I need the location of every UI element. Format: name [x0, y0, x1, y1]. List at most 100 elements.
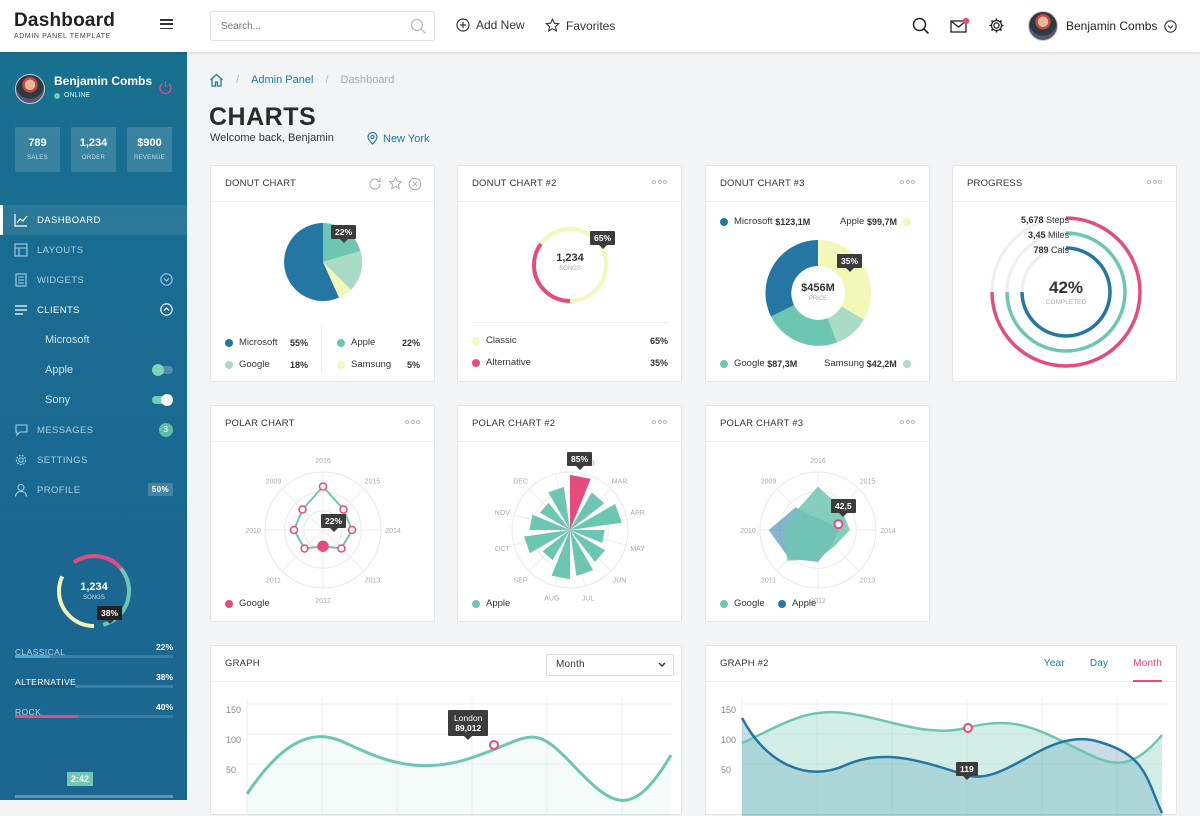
more-icon[interactable]: [404, 420, 420, 424]
stat-value: 1,234: [79, 137, 108, 149]
more-icon[interactable]: [899, 180, 915, 184]
card-title: GRAPH: [225, 658, 260, 669]
more-icon[interactable]: [651, 180, 667, 184]
data-point: [339, 505, 348, 514]
genre-label: CLASSICAL: [15, 647, 66, 657]
layout-icon: [14, 243, 28, 257]
progress-card: PROGRESS 5,678 Steps 3,45 Miles 789 Cals…: [952, 165, 1177, 382]
add-new-button[interactable]: Add New: [456, 18, 525, 32]
card-header: GRAPH Month: [211, 646, 681, 682]
axis-label: 2009: [761, 479, 777, 486]
brand[interactable]: Dashboard ADMIN PANEL TEMPLATE: [14, 10, 115, 40]
breadcrumb-admin-link[interactable]: Admin Panel: [251, 74, 314, 86]
mail-icon[interactable]: [950, 17, 970, 35]
axis-label: APR: [630, 510, 644, 517]
stat-value: $900: [137, 137, 162, 149]
axis-label: 2011: [761, 577, 776, 584]
progress-ring-steps: [990, 216, 1142, 368]
donut-label: PRICE: [808, 296, 828, 302]
star-icon[interactable]: [388, 176, 403, 191]
favorites-button[interactable]: Favorites: [545, 18, 615, 33]
chart-tooltip: 85%: [567, 452, 593, 470]
sidebar-item-messages[interactable]: MESSAGES 3: [0, 415, 187, 445]
sidebar-subitem-apple[interactable]: Apple: [0, 355, 187, 385]
more-icon[interactable]: [1146, 180, 1162, 184]
stat-value: 789: [28, 137, 47, 149]
axis-label: JUN: [613, 577, 627, 584]
series-area: [247, 736, 671, 816]
axis-label: AUG: [544, 596, 559, 603]
close-icon[interactable]: [408, 177, 422, 191]
more-icon[interactable]: [899, 420, 915, 424]
sidebar-item-label: CLIENTS: [37, 304, 80, 316]
player-time: 2:42: [67, 772, 94, 786]
home-icon[interactable]: [209, 73, 224, 87]
sidebar-genre-bars: CLASSICAL 22% ALTERNATIVE 38% ROCK 40%: [15, 642, 173, 732]
genre-bar-rock: ROCK 40%: [15, 702, 173, 732]
sidebar-item-settings[interactable]: SETTINGS: [0, 445, 187, 475]
polar-bar: [529, 514, 570, 530]
sidebar-subitem-sony[interactable]: Sony: [0, 385, 187, 415]
axis-label: 2009: [266, 479, 282, 486]
search-box: [210, 11, 435, 41]
sidebar-item-widgets[interactable]: WIDGETS: [0, 265, 187, 295]
progress-rings: [990, 216, 1142, 368]
axis-label: 2016: [810, 458, 826, 465]
card-title: POLAR CHART: [225, 418, 295, 429]
apple-toggle[interactable]: [152, 364, 173, 376]
avatar: [1028, 11, 1058, 41]
sidebar-subitem-label: Apple: [45, 364, 74, 376]
sidebar-item-layouts[interactable]: LAYOUTS: [0, 235, 187, 265]
progress-labels: 5,678 Steps 3,45 Miles 789 Cals: [999, 213, 1069, 258]
graph-tooltip: 119: [956, 762, 978, 780]
chart-tooltip: 65%: [590, 231, 616, 249]
card-title: POLAR CHART #2: [472, 418, 556, 429]
progress-row-unit: Cals: [1050, 245, 1069, 255]
axis-label: 2014: [880, 528, 896, 535]
sidebar-subitem-microsoft[interactable]: Microsoft: [0, 325, 187, 355]
sidebar-item-dashboard[interactable]: DASHBOARD: [0, 205, 187, 235]
location-link[interactable]: New York: [367, 132, 429, 145]
sidebar-item-profile[interactable]: PROFILE 50%: [0, 475, 187, 505]
tab-month[interactable]: Month: [1133, 646, 1162, 682]
tab-year[interactable]: Year: [1043, 658, 1065, 669]
card-title: DONUT CHART: [225, 178, 296, 189]
legend-name: Classic: [486, 335, 517, 346]
progress-center: 42% COMPLETED: [1026, 278, 1106, 306]
sony-toggle[interactable]: [152, 394, 173, 406]
stat-label: ORDER: [81, 155, 106, 161]
card-title: DONUT CHART #3: [720, 178, 805, 189]
search-icon[interactable]: [912, 17, 930, 35]
genre-bar-alternative: ALTERNATIVE 38%: [15, 672, 173, 702]
polar-chart-2-plot: FEBMARAPRMAYJUNJULAUGSEPOCTNOVDEC: [495, 460, 645, 603]
legend-name: Google: [239, 598, 270, 609]
progress-row: 5,678 Steps: [999, 213, 1069, 228]
search-icon[interactable]: [410, 18, 427, 35]
player-progress-track[interactable]: [15, 795, 173, 798]
genre-percent: 38%: [155, 672, 173, 682]
legend-item: Samsung $42,2M: [824, 358, 911, 369]
sidebar-item-clients[interactable]: CLIENTS: [0, 295, 187, 325]
legend-item: Alternative 35%: [472, 357, 668, 368]
gear-icon[interactable]: [988, 17, 1005, 34]
sidebar-item-label: DASHBOARD: [37, 214, 101, 226]
search-input[interactable]: [211, 12, 391, 40]
tab-day[interactable]: Day: [1089, 658, 1109, 669]
axis-label: NOV: [495, 510, 511, 517]
card-title: POLAR CHART #3: [720, 418, 804, 429]
power-icon[interactable]: [158, 80, 173, 95]
refresh-icon[interactable]: [368, 177, 382, 191]
legend-item: Microsoft 55%: [225, 337, 308, 348]
menu-toggle-icon[interactable]: [160, 19, 173, 30]
card-title: GRAPH #2: [720, 658, 769, 669]
sidebar: Benjamin Combs ONLINE 789 SALES 1,234 ORDE…: [0, 52, 187, 800]
legend-name: Samsung: [351, 359, 392, 370]
donut-chart-card: DONUT CHART 22% Microsoft 55% Apple 22% Go…: [210, 165, 435, 382]
card-header: DONUT CHART #3: [706, 166, 929, 202]
legend-name: Google: [734, 598, 765, 609]
user-menu[interactable]: Benjamin Combs: [1028, 11, 1178, 41]
card-header: POLAR CHART #2: [458, 406, 681, 442]
more-icon[interactable]: [651, 420, 667, 424]
y-tick: 50: [721, 765, 732, 775]
period-select[interactable]: Month: [546, 654, 674, 676]
